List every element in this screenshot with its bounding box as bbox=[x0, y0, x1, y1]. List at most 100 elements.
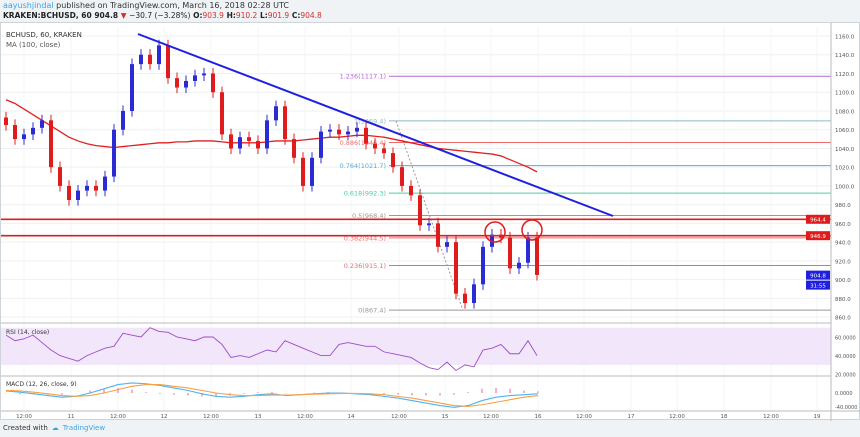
high-label: H: bbox=[226, 11, 236, 20]
time-tick: 17 bbox=[628, 414, 635, 420]
rsi-tick: 20.0000 bbox=[835, 373, 856, 379]
macd-legend: MACD (12, 26, close, 9) bbox=[6, 381, 77, 388]
time-tick: 18 bbox=[721, 414, 728, 420]
candle-body bbox=[184, 80, 188, 88]
signal-line bbox=[5, 384, 539, 407]
candle-body bbox=[220, 92, 224, 135]
time-tick: 12 bbox=[161, 414, 168, 420]
candle-body bbox=[337, 129, 341, 135]
price-tag-bg bbox=[806, 280, 830, 290]
publish-info: aayushjindal published on TradingView.co… bbox=[3, 1, 289, 10]
candle-body bbox=[283, 106, 287, 140]
time-tick: 12:00 bbox=[391, 414, 407, 420]
open-value: 903.9 bbox=[202, 11, 224, 20]
candle-body bbox=[418, 195, 422, 226]
candle-body bbox=[292, 139, 296, 158]
symbol: KRAKEN:BCHUSD, 60 bbox=[3, 11, 92, 20]
fib-level-label: 1(1069.4) bbox=[354, 117, 386, 125]
candle-body bbox=[517, 262, 521, 269]
candle-body bbox=[148, 54, 152, 65]
price-tick: 1140.0 bbox=[835, 53, 855, 59]
time-tick: 13 bbox=[255, 414, 262, 420]
rsi-band bbox=[1, 327, 831, 365]
price-tick: 1000.0 bbox=[835, 184, 855, 190]
time-tick: 16 bbox=[535, 414, 542, 420]
fib-level-label: 0.618(992.3) bbox=[344, 190, 386, 198]
candle-body bbox=[409, 185, 413, 196]
price-tick: 1040.0 bbox=[835, 147, 855, 153]
candle-body bbox=[76, 190, 80, 200]
chart-legend-title: BCHUSD, 60, KRAKEN bbox=[6, 31, 82, 39]
price-tag-res1: 964.4 bbox=[810, 217, 826, 223]
candle-body bbox=[238, 137, 242, 149]
candle-body bbox=[247, 137, 251, 141]
fib-level-label: 0.764(1021.7) bbox=[340, 162, 386, 170]
time-tick: 11 bbox=[68, 414, 75, 420]
candle-body bbox=[211, 73, 215, 93]
time-tick: 12:00 bbox=[297, 414, 313, 420]
fib-level-label: 0.5(968.4) bbox=[352, 212, 386, 220]
candle-body bbox=[445, 242, 449, 247]
candle-body bbox=[346, 131, 350, 135]
price-tick: 860.0 bbox=[835, 316, 851, 322]
price-change: −30.7 (−3.28%) bbox=[129, 11, 191, 20]
candle-body bbox=[130, 64, 134, 111]
time-tick: 12:00 bbox=[669, 414, 685, 420]
candle-body bbox=[121, 110, 125, 130]
trendline[interactable] bbox=[137, 33, 614, 217]
candle-body bbox=[139, 54, 143, 65]
price-tick: 900.0 bbox=[835, 278, 851, 284]
open-label: O: bbox=[193, 11, 203, 20]
candle-body bbox=[319, 131, 323, 158]
time-tick: 12:00 bbox=[16, 414, 32, 420]
last-price: 904.8 bbox=[94, 11, 119, 20]
candle-body bbox=[22, 134, 26, 140]
candle-body bbox=[472, 284, 476, 304]
price-tick: 940.0 bbox=[835, 241, 851, 247]
chart-canvas[interactable]: 1.236(1117.1) 1(1069.4) 0.886(1046.4) 0.764… bbox=[1, 23, 860, 421]
candle-body bbox=[481, 246, 485, 285]
rsi-tick: 40.0000 bbox=[835, 354, 856, 360]
fib-level-label: 0.236(915.1) bbox=[344, 262, 386, 270]
close-label: C: bbox=[291, 11, 301, 20]
down-arrow-icon: ▼ bbox=[120, 11, 127, 20]
candle-body bbox=[166, 45, 170, 79]
time-tick: 12:00 bbox=[110, 414, 126, 420]
time-tick: 14 bbox=[348, 414, 355, 420]
chart-panel[interactable]: 1.236(1117.1) 1(1069.4) 0.886(1046.4) 0.764… bbox=[0, 22, 860, 421]
tradingview-link[interactable]: TradingView bbox=[62, 424, 106, 432]
fib-level-label: 0(867.4) bbox=[358, 307, 386, 315]
price-tag-bg bbox=[806, 231, 830, 241]
price-tag-countdown: 31:55 bbox=[810, 283, 826, 289]
candle-body bbox=[85, 185, 89, 191]
price-tick: 1020.0 bbox=[835, 166, 855, 172]
symbol-info: KRAKEN:BCHUSD, 60 904.8 ▼ −30.7 (−3.28%)… bbox=[3, 11, 322, 20]
candle-body bbox=[13, 125, 17, 140]
candle-body bbox=[58, 167, 62, 186]
candle-body bbox=[4, 117, 8, 126]
price-tick: 1060.0 bbox=[835, 128, 855, 134]
price-tag-last: 904.8 bbox=[810, 273, 826, 279]
price-tick: 1080.0 bbox=[835, 109, 855, 115]
price-tick: 1160.0 bbox=[835, 35, 855, 41]
candle-body bbox=[400, 167, 404, 186]
publish-text: published on TradingView.com, March 16, … bbox=[53, 1, 289, 10]
candle-body bbox=[40, 120, 44, 128]
highlight-circle bbox=[521, 219, 543, 241]
macd-tick: 0.0000 bbox=[835, 391, 853, 397]
price-tag-bg bbox=[806, 270, 830, 280]
time-tick: 15 bbox=[442, 414, 449, 420]
macd-tick: -40.0000 bbox=[835, 405, 857, 411]
created-with-text: Created with bbox=[3, 424, 48, 432]
candle-body bbox=[274, 106, 278, 121]
candle-body bbox=[463, 293, 467, 304]
candle-body bbox=[193, 75, 197, 81]
author-link[interactable]: aayushjindal bbox=[3, 1, 54, 10]
high-value: 910.2 bbox=[235, 11, 258, 20]
fib-level-label: 1.236(1117.1) bbox=[340, 73, 386, 81]
candle-body bbox=[391, 153, 395, 168]
rsi-legend: RSI (14, close) bbox=[6, 329, 49, 336]
candle-body bbox=[256, 140, 260, 149]
rsi-tick: 60.0000 bbox=[835, 336, 856, 342]
low-value: 901.9 bbox=[267, 11, 290, 20]
